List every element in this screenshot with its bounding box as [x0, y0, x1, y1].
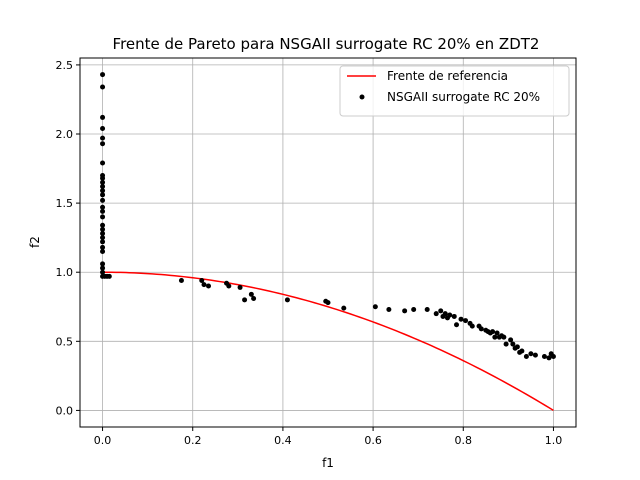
scatter-point	[100, 261, 106, 267]
y-axis-label: f2	[28, 236, 42, 248]
legend-box	[339, 65, 570, 117]
scatter-point	[447, 312, 453, 318]
scatter-point	[100, 226, 106, 232]
scatter-point	[501, 334, 507, 340]
scatter-point	[372, 304, 378, 310]
y-tick-label: 1.0	[56, 266, 74, 279]
scatter-point	[494, 330, 500, 336]
plot-frame	[79, 57, 577, 428]
scatter-point	[341, 305, 347, 311]
scatter-point	[492, 334, 498, 340]
scatter-point	[541, 354, 547, 360]
y-tick-label: 0.5	[56, 335, 74, 348]
scatter-point	[237, 284, 243, 290]
x-tick-label: 0.0	[94, 434, 112, 447]
y-tick-label: 2.5	[56, 59, 74, 72]
chart-title: Frente de Pareto para NSGAII surrogate R…	[113, 35, 540, 53]
scatter-point	[100, 141, 106, 147]
legend-label-reference: Frente de referencia	[387, 69, 508, 83]
y-tick-label: 1.5	[56, 197, 74, 210]
series-layer	[100, 72, 556, 412]
x-tick-label: 1.0	[545, 434, 563, 447]
scatter-point	[100, 135, 106, 141]
scatter-point	[100, 84, 106, 90]
x-axis-label: f1	[322, 456, 334, 470]
scatter-point	[100, 248, 106, 254]
scatter-point	[424, 307, 430, 313]
scatter-point	[100, 244, 106, 250]
scatter-point	[508, 337, 514, 343]
scatter-point	[503, 341, 509, 347]
scatter-point	[284, 297, 290, 303]
legend-swatch-nsgaii	[359, 94, 365, 100]
scatter-point	[510, 341, 516, 347]
scatter-point	[100, 160, 106, 166]
legend: Frente de referencia NSGAII surrogate RC…	[339, 65, 570, 117]
x-tick-label: 0.8	[455, 434, 473, 447]
scatter-point	[451, 313, 457, 319]
scatter-point	[226, 283, 232, 289]
scatter-point	[100, 208, 106, 214]
scatter-point	[532, 352, 538, 358]
scatter-point	[458, 316, 464, 322]
x-tick-label: 0.2	[184, 434, 202, 447]
scatter-point	[100, 179, 106, 185]
scatter-point	[100, 214, 106, 220]
scatter-point	[519, 348, 525, 354]
scatter-point	[528, 351, 534, 357]
scatter-point	[550, 354, 556, 360]
scatter-point	[100, 235, 106, 241]
scatter-point	[490, 329, 496, 335]
scatter-point	[438, 308, 444, 314]
scatter-point	[402, 308, 408, 314]
scatter-point	[514, 344, 520, 350]
scatter-point	[100, 72, 106, 78]
scatter-point	[100, 239, 106, 245]
scatter-point	[478, 326, 484, 332]
scatter-point	[199, 278, 205, 284]
scatter-point	[100, 269, 106, 275]
scatter-point	[100, 222, 106, 228]
scatter-point	[100, 204, 106, 210]
scatter-point	[248, 291, 254, 297]
scatter-point	[201, 282, 207, 288]
y-tick-label: 0.0	[56, 404, 74, 417]
scatter-point	[100, 175, 106, 181]
scatter-point	[178, 278, 184, 284]
scatter-point	[100, 125, 106, 131]
scatter-point	[100, 265, 106, 271]
x-tick-label: 0.6	[364, 434, 382, 447]
scatter-point	[523, 354, 529, 360]
y-tick-label: 2.0	[56, 128, 74, 141]
scatter-point	[433, 311, 439, 317]
scatter-point	[454, 322, 460, 328]
scatter-point	[411, 307, 417, 313]
scatter-point	[463, 318, 469, 324]
scatter-point	[100, 184, 106, 190]
scatter-point	[106, 273, 112, 279]
scatter-point	[386, 307, 392, 313]
scatter-point	[251, 295, 257, 301]
scatter-point	[442, 311, 448, 317]
scatter-point	[242, 297, 248, 303]
scatter-point	[206, 283, 212, 289]
ticks: 0.0 0.2 0.4 0.6 0.8 1.0 0.0 0.5 1.0 1.5 2.0 2.5	[56, 59, 563, 447]
scatter-point	[100, 192, 106, 198]
reference-front-line	[102, 271, 554, 412]
scatter-point	[100, 188, 106, 194]
scatter-point	[546, 355, 552, 361]
scatter-point	[325, 300, 331, 306]
legend-label-nsgaii: NSGAII surrogate RC 20%	[387, 90, 540, 104]
grid	[80, 58, 576, 427]
x-tick-label: 0.4	[274, 434, 292, 447]
scatter-point	[100, 197, 106, 203]
scatter-point	[100, 231, 106, 237]
scatter-point	[469, 323, 475, 329]
scatter-point	[100, 114, 106, 120]
